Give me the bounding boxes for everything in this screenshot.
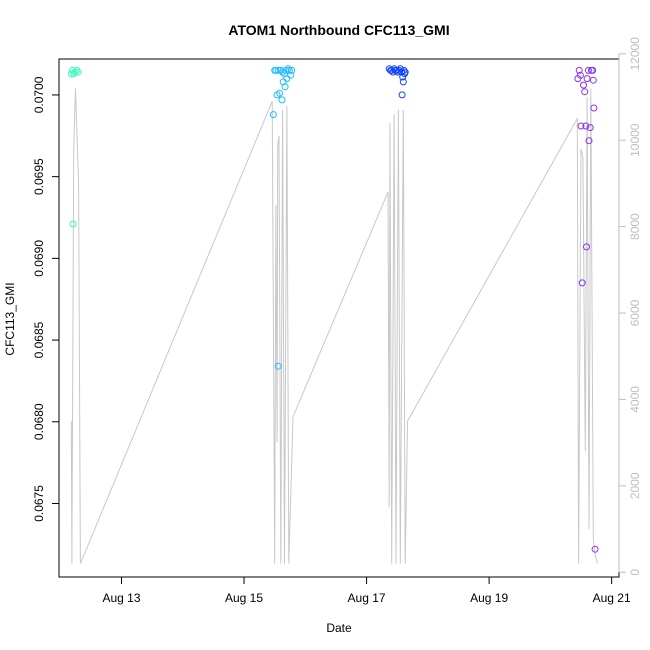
data-point [584,66,592,74]
data-point [583,75,591,83]
secondary-y-axis: 0 2000 4000 6000 8000 10000 12000 [618,37,642,576]
data-points-layer [67,65,599,553]
secondary-y-tick-label: 12000 [628,37,642,71]
x-tick-label: Aug 15 [225,591,263,605]
x-axis-label: Date [326,621,352,635]
x-tick-label: Aug 21 [593,591,631,605]
y-axis-label: CFC113_GMI [3,282,17,355]
data-point [272,66,280,74]
y-tick-label: 0.0700 [32,76,46,113]
secondary-y-tick-label: 4000 [628,386,642,413]
data-point [276,89,284,97]
secondary-y-tick-label: 2000 [628,472,642,499]
data-point [398,91,406,99]
secondary-y-tick-label: 10000 [628,123,642,157]
y-tick-label: 0.0695 [32,158,46,195]
data-point [582,122,590,130]
data-point [288,66,296,74]
y-axis: 0.0675 0.0680 0.0685 0.0690 0.0695 0.0700 [32,76,60,522]
data-point [589,66,597,74]
data-point [73,66,81,74]
data-point [71,68,79,76]
secondary-y-tick-label: 0 [628,569,642,576]
data-point [281,83,289,91]
altitude-line-layer [70,88,599,564]
data-point [74,68,82,76]
data-point [401,68,409,76]
data-point [577,122,585,130]
data-point [585,137,593,145]
y-tick-label: 0.0685 [32,321,46,358]
data-point [393,66,401,74]
altitude-line [70,88,599,564]
data-point [578,279,586,287]
y-tick-label: 0.0690 [32,240,46,277]
data-point [285,66,293,74]
x-axis: Aug 13 Aug 15 Aug 17 Aug 19 Aug 21 [102,576,631,605]
secondary-y-tick-label: 6000 [628,299,642,326]
secondary-y-tick-label: 8000 [628,213,642,240]
x-tick-label: Aug 17 [348,591,386,605]
data-point [396,65,404,73]
y-tick-label: 0.0675 [32,485,46,522]
data-point [575,66,583,74]
data-point [586,124,594,132]
data-point [278,96,286,104]
data-point [269,111,277,119]
data-point [67,70,75,78]
data-point [399,78,407,86]
data-point [576,71,584,79]
data-point [581,88,589,96]
data-point [283,75,291,83]
data-point [274,362,282,370]
data-point [287,71,295,79]
data-point [284,65,292,73]
x-tick-label: Aug 19 [470,591,508,605]
plot-frame [58,58,620,578]
data-point [591,545,599,553]
data-point [583,243,590,251]
data-point [580,81,587,89]
data-point [69,220,77,228]
data-point [590,104,598,112]
data-point [589,76,597,84]
x-tick-label: Aug 13 [102,591,140,605]
data-point [400,66,408,74]
chart-title: ATOM1 Northbound CFC113_GMI [228,22,449,38]
data-point [274,66,282,74]
y-tick-label: 0.0680 [32,403,46,440]
